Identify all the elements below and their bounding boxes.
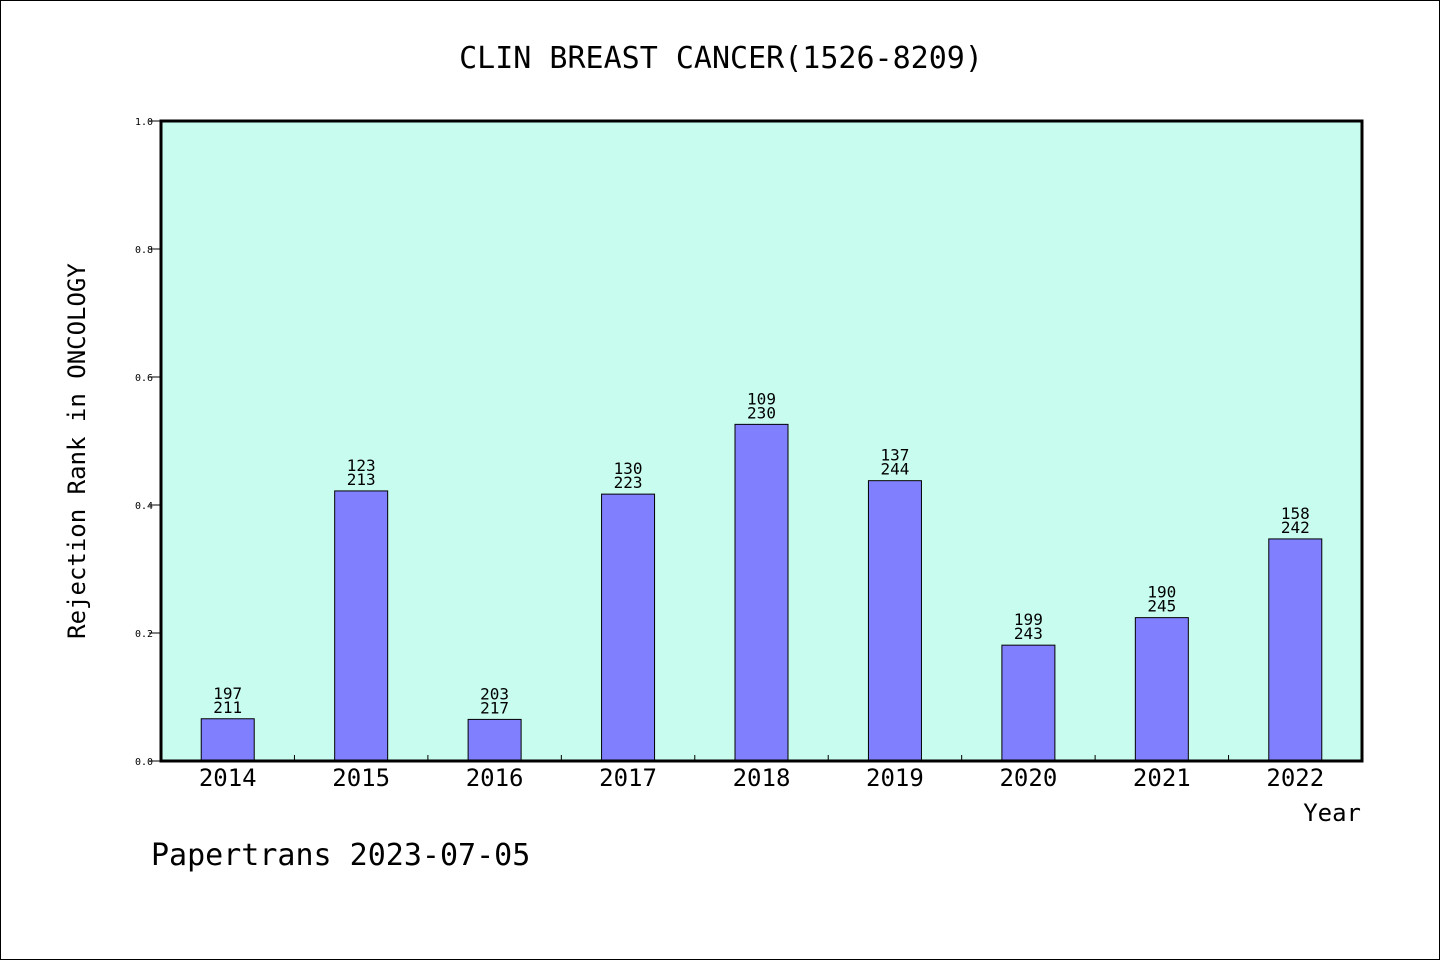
x-tick-label: 2015 bbox=[332, 764, 390, 792]
chart-title: CLIN BREAST CANCER(1526-8209) bbox=[459, 41, 983, 76]
bar-label-top: 190 bbox=[1147, 583, 1176, 602]
bar-label-top: 199 bbox=[1014, 610, 1043, 629]
y-tick-label: 0.2 bbox=[135, 629, 153, 640]
y-tick-label: 0.0 bbox=[135, 757, 153, 768]
y-axis: 0.0 0.2 0.4 0.6 0.8 1.0 bbox=[135, 117, 161, 768]
bar-label-bottom: 217 bbox=[480, 698, 509, 717]
x-tick-label: 2018 bbox=[733, 764, 791, 792]
bar-2020 bbox=[1001, 644, 1056, 762]
bar-label-top: 123 bbox=[347, 456, 376, 475]
x-axis-label: Year bbox=[1303, 799, 1361, 827]
bar-label-top: 109 bbox=[747, 389, 776, 408]
bar-label-top: 158 bbox=[1281, 504, 1310, 523]
y-tick-label: 0.8 bbox=[135, 245, 153, 256]
plot-border bbox=[159, 119, 1364, 763]
x-tick-label: 2021 bbox=[1133, 764, 1191, 792]
bar-label-top: 137 bbox=[880, 446, 909, 465]
bar-label-top: 203 bbox=[480, 684, 509, 703]
bar-2015 bbox=[334, 490, 389, 762]
bar-label-bottom: 242 bbox=[1281, 518, 1310, 537]
bar-label-bottom: 244 bbox=[880, 460, 909, 479]
bar-2021 bbox=[1134, 617, 1189, 762]
footer-text: Papertrans 2023-07-05 bbox=[151, 838, 530, 873]
bar-label-bottom: 245 bbox=[1147, 597, 1176, 616]
bar-2019 bbox=[867, 480, 922, 762]
bar-2016 bbox=[467, 718, 522, 762]
bar-2022 bbox=[1268, 538, 1323, 762]
x-tick-label: 2017 bbox=[599, 764, 657, 792]
y-tick-label: 0.6 bbox=[135, 373, 153, 384]
bar-label-top: 130 bbox=[614, 459, 643, 478]
bar-label-top: 197 bbox=[213, 684, 242, 703]
bar-label-bottom: 213 bbox=[347, 470, 376, 489]
x-axis: 2014 2015 2016 2017 2018 2019 2020 2021 2022 bbox=[199, 755, 1324, 792]
y-tick-label: 0.4 bbox=[135, 501, 153, 512]
bar-label-bottom: 223 bbox=[614, 473, 643, 492]
bar-label-bottom: 243 bbox=[1014, 624, 1043, 643]
bar-2018 bbox=[734, 423, 789, 762]
x-tick-label: 2022 bbox=[1266, 764, 1324, 792]
x-tick-label: 2014 bbox=[199, 764, 257, 792]
bar-label-bottom: 211 bbox=[213, 698, 242, 717]
x-tick-label: 2020 bbox=[999, 764, 1057, 792]
x-tick-label: 2016 bbox=[466, 764, 524, 792]
y-tick-label: 1.0 bbox=[135, 117, 153, 128]
bar-label-bottom: 230 bbox=[747, 403, 776, 422]
bar-2014 bbox=[200, 718, 255, 762]
y-axis-label: Rejection Rank in ONCOLOGY bbox=[63, 263, 91, 639]
x-tick-label: 2019 bbox=[866, 764, 924, 792]
bar-2017 bbox=[601, 493, 656, 762]
